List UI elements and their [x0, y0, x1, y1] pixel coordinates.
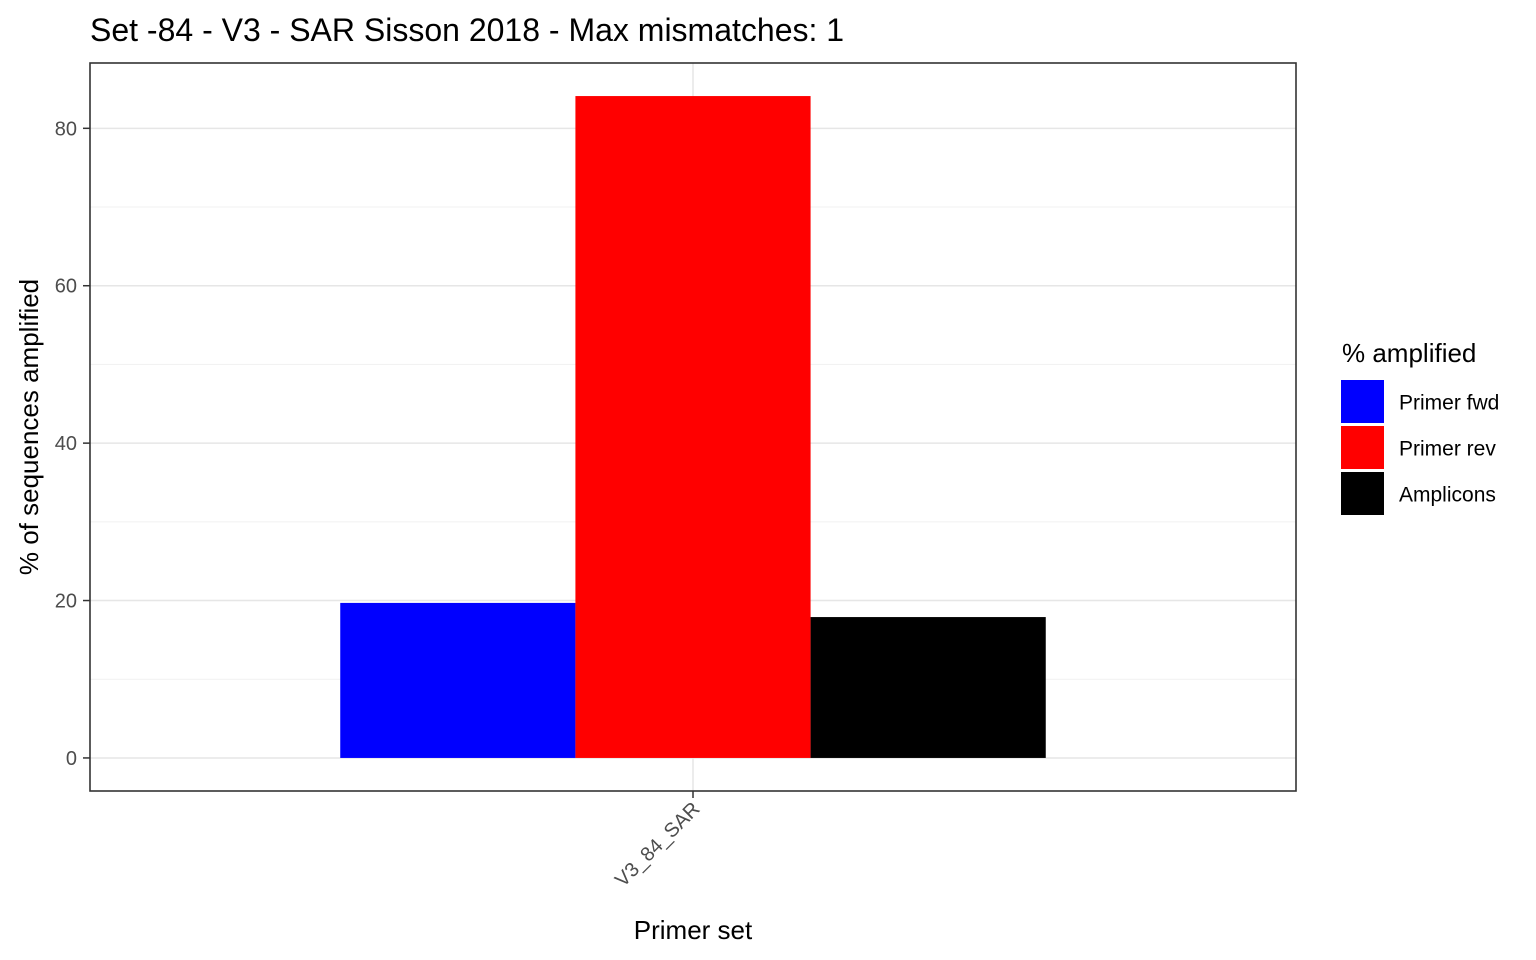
- y-axis: 0 20 40 60 80: [55, 118, 90, 770]
- legend-label-primer-rev: Primer rev: [1399, 438, 1496, 461]
- y-tick-label: 60: [55, 276, 77, 298]
- legend-key-primer-fwd: [1341, 380, 1384, 423]
- legend-label-amplicons: Amplicons: [1399, 484, 1496, 507]
- y-axis-title: % of sequences amplified: [14, 279, 44, 575]
- legend: % amplified Primer fwd Primer rev Amplicon…: [1341, 338, 1499, 515]
- bar-primer-rev: [575, 96, 811, 758]
- bar-primer-fwd: [340, 602, 576, 758]
- legend-label-primer-fwd: Primer fwd: [1399, 392, 1499, 415]
- chart-title: Set -84 - V3 - SAR Sisson 2018 - Max mis…: [90, 12, 844, 48]
- bar-amplicons: [810, 617, 1046, 758]
- legend-key-primer-rev: [1341, 426, 1384, 469]
- y-tick-label: 40: [55, 433, 77, 455]
- bars: [340, 96, 1046, 758]
- y-tick-label: 80: [55, 118, 77, 140]
- x-axis-title: Primer set: [634, 915, 753, 945]
- y-tick-label: 20: [55, 591, 77, 613]
- legend-key-amplicons: [1341, 472, 1384, 515]
- legend-title: % amplified: [1342, 338, 1476, 368]
- plot-panel: [89, 62, 1297, 792]
- y-tick-label: 0: [66, 748, 77, 770]
- x-axis: V3_84_SAR: [611, 791, 705, 891]
- legend-items: Primer fwd Primer rev Amplicons: [1341, 380, 1499, 515]
- x-tick-label: V3_84_SAR: [611, 798, 704, 891]
